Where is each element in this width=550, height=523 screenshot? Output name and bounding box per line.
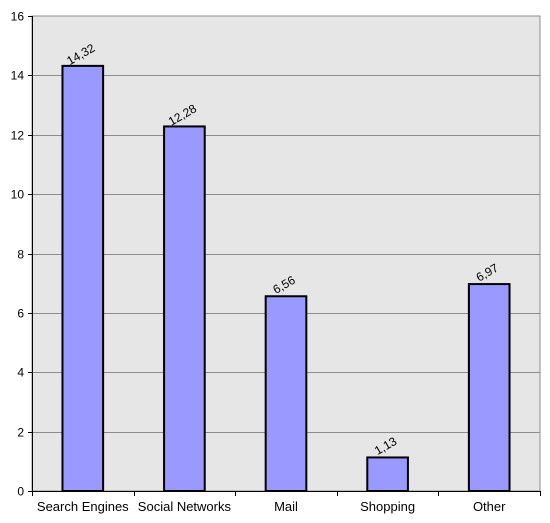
bar <box>467 283 511 492</box>
y-axis: 0 2 4 6 8 10 12 14 16 <box>11 10 33 499</box>
y-tick-label: 14 <box>11 69 25 83</box>
y-tick-label: 6 <box>17 307 24 321</box>
y-tick-label: 0 <box>17 485 24 499</box>
x-category-label: Search Engines <box>37 499 129 514</box>
x-category-label: Social Networks <box>138 499 232 514</box>
y-tick-label: 10 <box>11 188 25 202</box>
y-tick-label: 12 <box>11 129 25 143</box>
bars <box>61 64 511 492</box>
bar <box>264 295 308 492</box>
x-category-label: Mail <box>274 499 298 514</box>
x-category-label: Shopping <box>360 499 415 514</box>
bar <box>61 64 105 492</box>
bar <box>163 125 206 492</box>
y-tick-label: 8 <box>17 248 24 262</box>
y-tick-label: 4 <box>17 366 24 380</box>
bar <box>366 456 409 492</box>
x-category-label: Other <box>473 499 506 514</box>
grid-lines <box>32 75 540 433</box>
y-tick-label: 2 <box>17 426 24 440</box>
x-axis: Search Engines Social Networks Mail Shoppin… <box>32 491 541 514</box>
y-tick-label: 16 <box>11 10 25 24</box>
